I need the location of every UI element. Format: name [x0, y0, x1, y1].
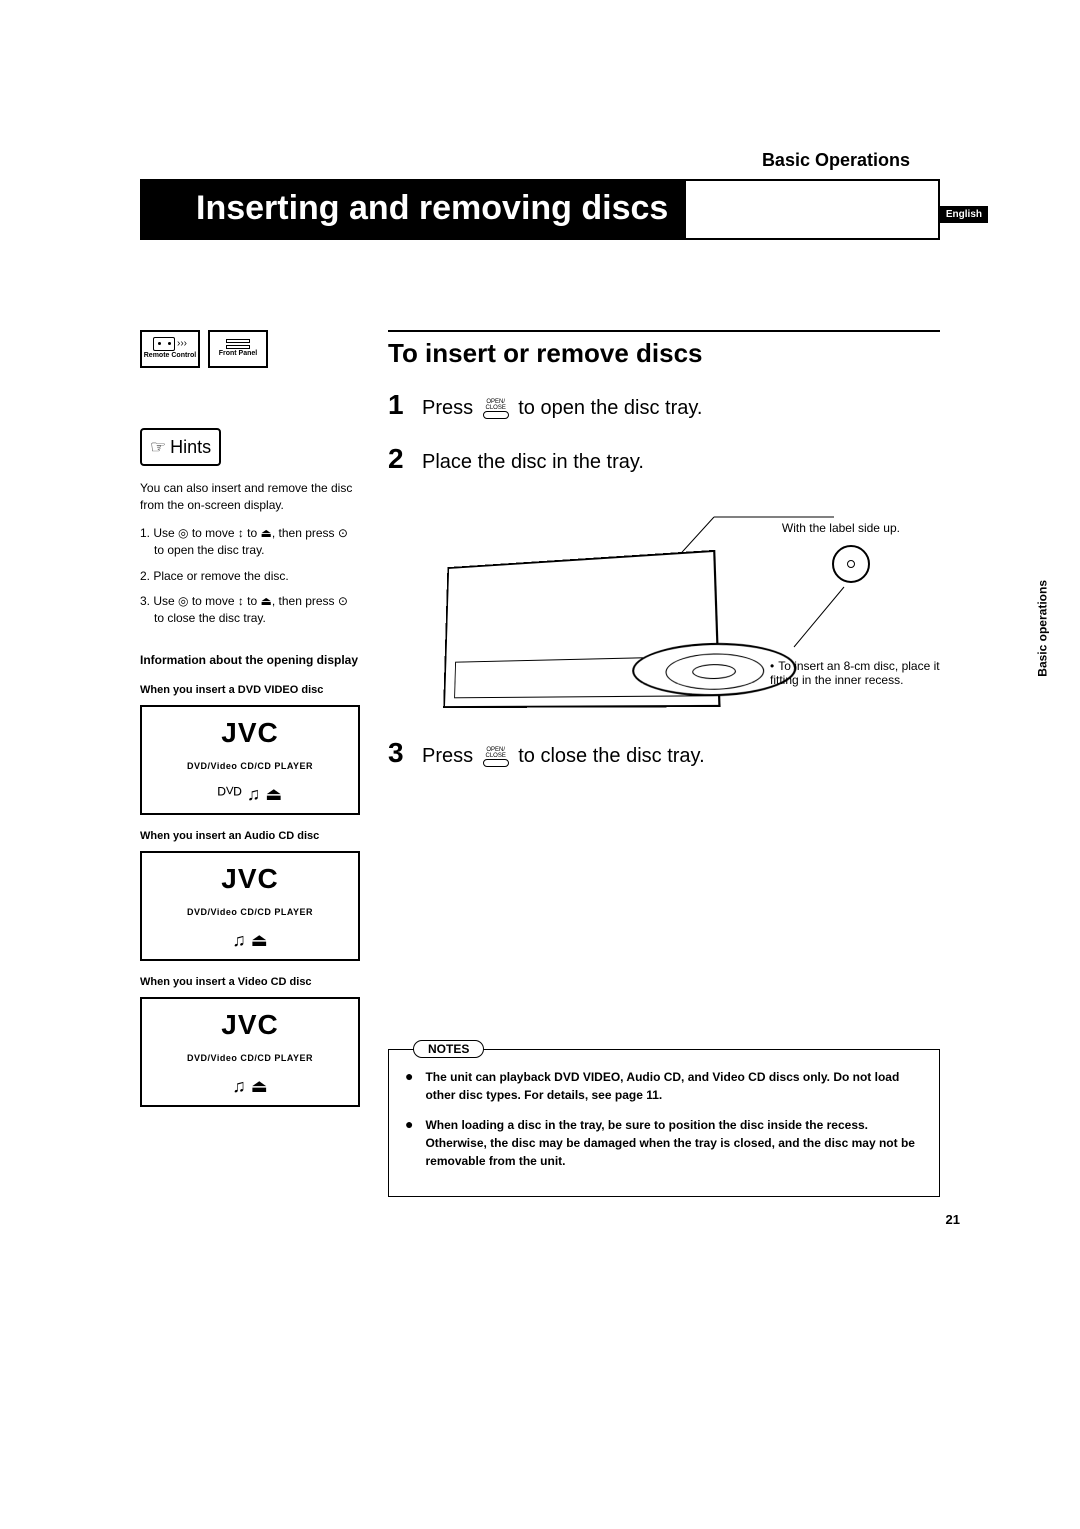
section-title: To insert or remove discs	[388, 338, 940, 369]
display-icons: ♫ ⏏	[232, 927, 268, 953]
hints-step: 2. Place or remove the disc.	[140, 568, 360, 585]
language-badge: English	[940, 206, 988, 223]
page-number: 21	[946, 1212, 960, 1227]
step-row: 1 Press OPEN/ CLOSE to open the disc tra…	[388, 389, 940, 421]
hints-intro: You can also insert and remove the disc …	[140, 480, 360, 515]
disc-icon	[832, 545, 870, 583]
control-icons-row: ››› Remote Control Front Panel	[140, 330, 360, 368]
step-row: 2 Place the disc in the tray.	[388, 443, 940, 475]
title-accent-block	[142, 181, 190, 238]
step-text: Place the disc in the tray.	[422, 451, 644, 474]
notes-title: NOTES	[413, 1040, 484, 1058]
hints-step: 1. Use ◎ to move ↕ to ⏏, then press ⊙ to…	[140, 525, 360, 560]
main-column: To insert or remove discs 1 Press OPEN/ …	[388, 330, 940, 1197]
bullet-icon: ●	[405, 1116, 413, 1170]
step-text-pre: Press	[422, 745, 473, 767]
side-tab: Basic operations	[1036, 580, 1050, 677]
hints-label: Hints	[170, 434, 211, 460]
display-label: When you insert a DVD VIDEO disc	[140, 683, 360, 699]
jvc-subtitle: DVD/Video CD/CD PLAYER	[187, 760, 313, 773]
display-preview-cd: JVC DVD/Video CD/CD PLAYER ♫ ⏏	[140, 851, 360, 961]
notes-item: ●When loading a disc in the tray, be sur…	[405, 1116, 923, 1170]
step-text-post: to open the disc tray.	[518, 397, 702, 419]
page-title: Inserting and removing discs	[190, 181, 686, 238]
notes-box: NOTES ●The unit can playback DVD VIDEO, …	[388, 1049, 940, 1197]
jvc-subtitle: DVD/Video CD/CD PLAYER	[187, 1052, 313, 1065]
category-heading: Basic Operations	[140, 150, 940, 171]
step-text-pre: Press	[422, 397, 473, 419]
open-close-icon: OPEN/ CLOSE	[483, 399, 509, 419]
hand-icon: ☞	[150, 434, 166, 460]
info-heading: Information about the opening display	[140, 652, 360, 669]
step-number: 1	[388, 389, 408, 421]
jvc-subtitle: DVD/Video CD/CD PLAYER	[187, 906, 313, 919]
display-preview-vcd: JVC DVD/Video CD/CD PLAYER ♫ ⏏	[140, 997, 360, 1107]
display-preview-dvd: JVC DVD/Video CD/CD PLAYER ᴰⱽᴰ ♫ ⏏	[140, 705, 360, 815]
front-panel-icon: Front Panel	[208, 330, 268, 368]
player-body-icon	[443, 550, 720, 708]
display-icons: ♫ ⏏	[232, 1073, 268, 1099]
step-number: 2	[388, 443, 408, 475]
title-spacer	[686, 181, 938, 238]
player-diagram: With the label side up. •To insert an 8-…	[414, 497, 940, 727]
display-label: When you insert a Video CD disc	[140, 975, 360, 991]
diagram-note: •To insert an 8-cm disc, place it fittin…	[770, 659, 940, 687]
hints-step: 3. Use ◎ to move ↕ to ⏏, then press ⊙ to…	[140, 593, 360, 628]
jvc-logo: JVC	[221, 713, 278, 754]
front-panel-label: Front Panel	[219, 349, 258, 359]
open-close-icon: OPEN/ CLOSE	[483, 747, 509, 767]
manual-page: Basic Operations English Inserting and r…	[140, 150, 940, 1197]
hints-column: ››› Remote Control Front Panel ☞ Hints Y…	[140, 330, 360, 1197]
hints-badge: ☞ Hints	[140, 428, 221, 466]
step-row: 3 Press OPEN/ CLOSE to close the disc tr…	[388, 737, 940, 769]
jvc-logo: JVC	[221, 859, 278, 900]
bullet-icon: ●	[405, 1068, 413, 1104]
display-icons: ᴰⱽᴰ ♫ ⏏	[218, 781, 282, 807]
step-text-post: to close the disc tray.	[518, 745, 704, 767]
remote-control-icon: ››› Remote Control	[140, 330, 200, 368]
display-label: When you insert an Audio CD disc	[140, 829, 360, 845]
notes-item: ●The unit can playback DVD VIDEO, Audio …	[405, 1068, 923, 1104]
page-title-bar: Inserting and removing discs	[140, 179, 940, 240]
jvc-logo: JVC	[221, 1005, 278, 1046]
diagram-label-up: With the label side up.	[782, 521, 900, 535]
remote-control-label: Remote Control	[144, 351, 197, 361]
hints-body: You can also insert and remove the disc …	[140, 480, 360, 1107]
section-rule	[388, 330, 940, 332]
step-number: 3	[388, 737, 408, 769]
